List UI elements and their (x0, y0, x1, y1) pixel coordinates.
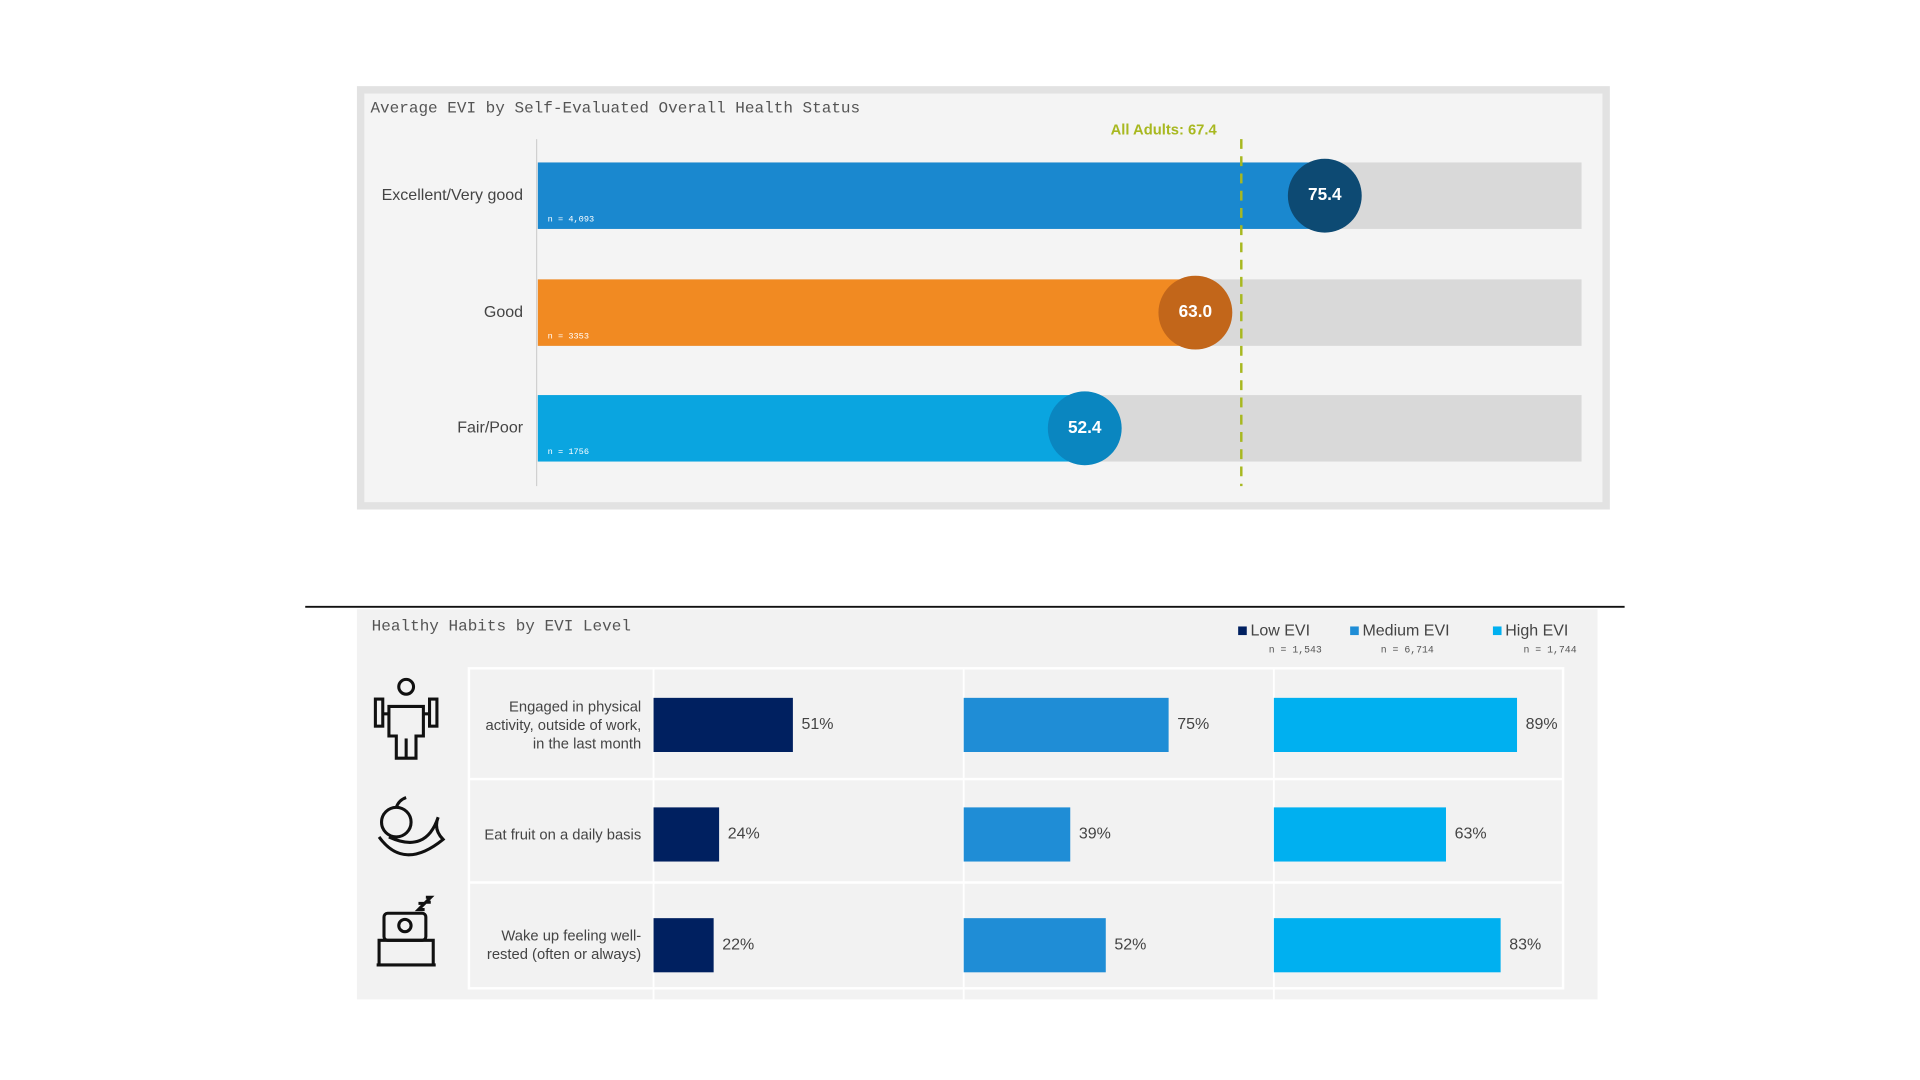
bar (653, 918, 714, 973)
plot-area (467, 667, 1565, 990)
legend-n: n = 6,714 (1381, 644, 1434, 655)
legend-label: Medium EVI (1362, 623, 1449, 640)
category-label-text: Engaged in physical activity, outside of… (485, 697, 642, 752)
value-bubble (1158, 275, 1233, 350)
value-label: 22% (722, 936, 754, 953)
value-label: 39% (1079, 826, 1111, 843)
category-label: Wake up feeling well-rested (often or al… (486, 926, 642, 963)
legend-n: n = 1,744 (1524, 644, 1577, 655)
value-label: 24% (728, 826, 760, 843)
value-label: 63.0 (1179, 301, 1213, 321)
bar (963, 697, 1169, 752)
reference-label: All Adults: 67.4 (1111, 122, 1218, 138)
bar (1273, 697, 1518, 752)
category-label: Fair/Poor (457, 420, 523, 437)
value-label: 75% (1177, 716, 1209, 733)
category-label: Good (484, 304, 523, 321)
legend-swatch (1350, 626, 1359, 636)
value-label: 52% (1114, 936, 1146, 953)
legend-label: High EVI (1505, 623, 1568, 640)
category-label: Engaged in physical activity, outside of… (485, 697, 642, 752)
sample-size: n = 4,093 (548, 214, 595, 224)
chart-title: Average EVI by Self-Evaluated Overall He… (370, 100, 860, 118)
bar (1273, 918, 1501, 973)
icons (373, 677, 446, 967)
legend-n: n = 1,543 (1269, 644, 1322, 655)
value-label: 75.4 (1308, 184, 1342, 204)
legend-swatch (1238, 626, 1247, 636)
sample-size: n = 3353 (548, 331, 589, 341)
icon-fruit (377, 796, 446, 857)
bar (963, 807, 1071, 862)
value-bubble (1047, 391, 1122, 466)
legend-label: Low EVI (1250, 623, 1310, 640)
legend-swatch (1492, 626, 1502, 636)
value-bubble (1287, 158, 1362, 233)
category-label-text: Wake up feeling well-rested (often or al… (486, 926, 642, 963)
icon-exercise (373, 677, 439, 760)
category-label: Excellent/Very good (382, 187, 523, 204)
bar (653, 697, 793, 752)
bar (963, 918, 1106, 973)
value-label: 51% (802, 716, 834, 733)
bar (1273, 807, 1446, 862)
value-label: 83% (1509, 936, 1541, 953)
bar (537, 395, 1085, 462)
bar (537, 162, 1325, 229)
value-label: 63% (1455, 826, 1487, 843)
icon-sleep (376, 895, 436, 967)
bar (653, 807, 720, 862)
chart-title: Healthy Habits by EVI Level (372, 618, 631, 636)
category-label: Eat fruit on a daily basis (484, 825, 642, 843)
sample-size: n = 1756 (548, 447, 589, 457)
bar (537, 279, 1196, 346)
category-label-text: Eat fruit on a daily basis (484, 825, 642, 843)
value-label: 89% (1526, 716, 1558, 733)
value-label: 52.4 (1068, 417, 1102, 437)
